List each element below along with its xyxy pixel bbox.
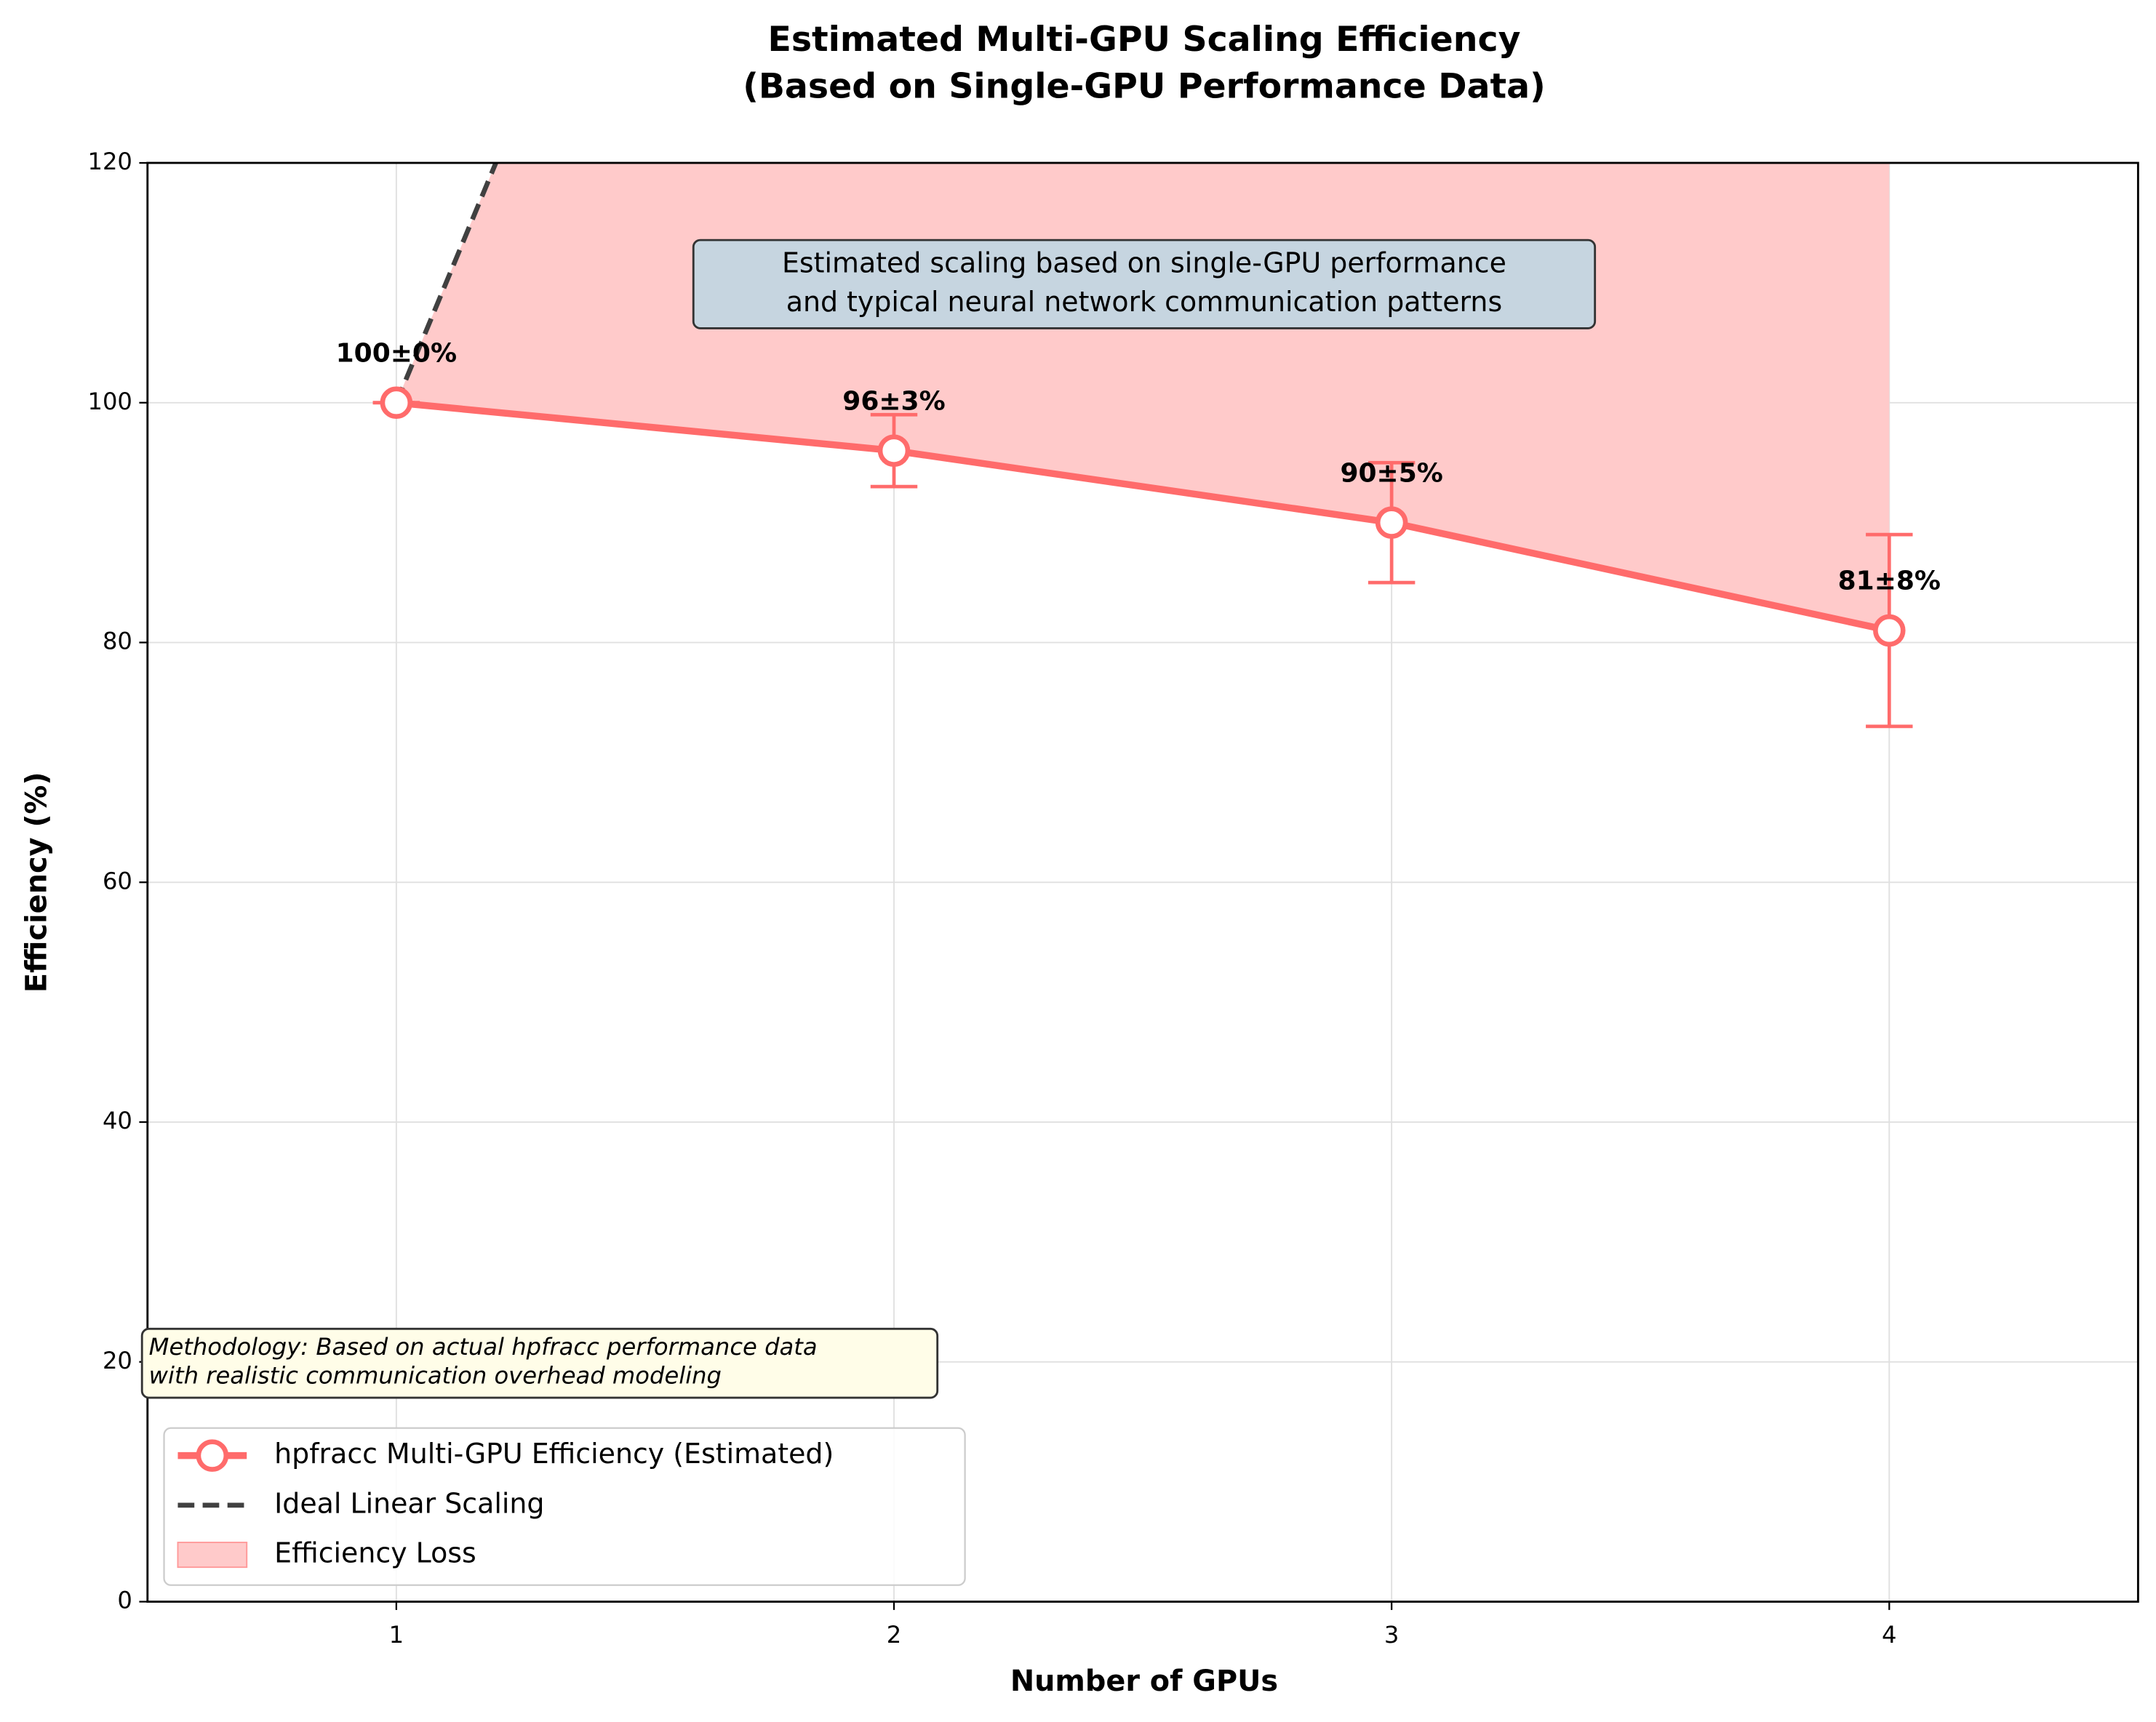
y-tick-label: 60 xyxy=(103,867,132,894)
y-tick-label: 120 xyxy=(87,148,132,175)
legend-swatch xyxy=(177,1542,248,1569)
value-label: 96±3% xyxy=(842,386,945,416)
legend-label: Ideal Linear Scaling xyxy=(274,1487,544,1519)
x-tick-label: 3 xyxy=(1384,1621,1400,1649)
y-tick-label: 20 xyxy=(103,1347,132,1374)
marker xyxy=(877,434,911,467)
marker xyxy=(380,386,413,420)
x-tick-label: 1 xyxy=(389,1621,404,1649)
y-tick-label: 0 xyxy=(117,1587,132,1614)
legend-label: hpfracc Multi-GPU Efficiency (Estimated) xyxy=(274,1438,834,1470)
axes-frame xyxy=(146,161,2139,1603)
y-axis-label: Efficiency (%) xyxy=(20,772,54,993)
methodology-box xyxy=(140,1327,939,1399)
y-tick-label: 80 xyxy=(103,628,132,655)
marker xyxy=(1873,614,1906,647)
annotation-text: Estimated scaling based on single-GPU pe… xyxy=(782,247,1506,279)
value-label: 81±8% xyxy=(1838,566,1941,596)
legend-box xyxy=(163,1427,966,1586)
legend-label: Efficiency Loss xyxy=(274,1537,476,1569)
marker xyxy=(1375,506,1408,539)
value-label: 90±5% xyxy=(1340,458,1442,488)
methodology-text: Methodology: Based on actual hpfracc per… xyxy=(149,1333,818,1361)
annotation-text: and typical neural network communication… xyxy=(786,286,1502,318)
x-tick-label: 4 xyxy=(1882,1621,1897,1649)
chart-title: Estimated Multi-GPU Scaling Efficiency xyxy=(767,20,1520,60)
annotation-box xyxy=(692,239,1597,329)
y-tick-label: 40 xyxy=(103,1107,132,1134)
y-tick-label: 100 xyxy=(87,388,132,415)
x-axis-label: Number of GPUs xyxy=(1010,1665,1278,1698)
value-label: 100±0% xyxy=(336,338,457,368)
methodology-text: with realistic communication overhead mo… xyxy=(149,1362,722,1390)
legend-swatch xyxy=(196,1439,229,1472)
efficiency-line xyxy=(396,399,1891,634)
chart-subtitle: (Based on Single-GPU Performance Data) xyxy=(743,67,1546,107)
x-tick-label: 2 xyxy=(887,1621,902,1649)
